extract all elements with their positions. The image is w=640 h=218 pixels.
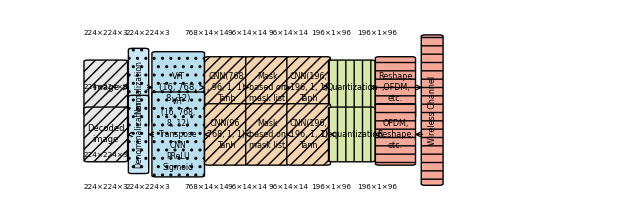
FancyBboxPatch shape (205, 104, 248, 165)
Text: 196×1×96: 196×1×96 (358, 30, 397, 36)
Text: 96×14×14: 96×14×14 (268, 184, 308, 190)
Text: ViT
(16, 768,
8, 12): ViT (16, 768, 8, 12) (159, 72, 197, 103)
FancyBboxPatch shape (421, 35, 443, 185)
Text: 96×14×14: 96×14×14 (228, 30, 268, 36)
FancyBboxPatch shape (376, 57, 415, 118)
Text: Wireless Channel: Wireless Channel (428, 75, 436, 145)
Text: 768×14×14: 768×14×14 (184, 30, 228, 36)
Text: Dequantization: Dequantization (321, 130, 383, 139)
Text: Mask
based on
mask list: Mask based on mask list (249, 119, 286, 150)
Text: Quantization: Quantization (326, 83, 378, 92)
Text: 96×14×14: 96×14×14 (268, 30, 308, 36)
Text: Decoded
image: Decoded image (87, 124, 125, 145)
FancyBboxPatch shape (84, 60, 127, 115)
FancyBboxPatch shape (152, 92, 205, 177)
FancyBboxPatch shape (376, 104, 415, 165)
FancyBboxPatch shape (287, 104, 330, 165)
Text: 224×224×3: 224×224×3 (84, 84, 129, 90)
FancyBboxPatch shape (287, 57, 330, 118)
Text: 768×14×14: 768×14×14 (184, 184, 228, 190)
FancyBboxPatch shape (328, 107, 375, 162)
Text: 96×14×14: 96×14×14 (228, 184, 268, 190)
FancyBboxPatch shape (84, 107, 127, 162)
Text: 224×224×3: 224×224×3 (84, 152, 129, 158)
Text: OFDM,
Reshape,
etc.: OFDM, Reshape, etc. (377, 119, 414, 150)
Text: 196×1×96: 196×1×96 (311, 184, 351, 190)
Text: Reshape
,OFDM,
etc.: Reshape ,OFDM, etc. (378, 72, 413, 103)
Text: 196×1×96: 196×1×96 (311, 30, 351, 36)
Text: Denominalization: Denominalization (134, 101, 143, 168)
FancyBboxPatch shape (152, 52, 205, 123)
Text: 224×224×3: 224×224×3 (125, 184, 170, 190)
Text: Mask
based on
mask list: Mask based on mask list (249, 72, 286, 103)
FancyBboxPatch shape (129, 48, 148, 126)
Text: CNN(768
, 96, 1, 1)
Tanh: CNN(768 , 96, 1, 1) Tanh (207, 72, 245, 103)
FancyBboxPatch shape (246, 104, 289, 165)
Text: CNN(96,
768, 1, 1)
Tanh: CNN(96, 768, 1, 1) Tanh (207, 119, 245, 150)
FancyBboxPatch shape (246, 57, 289, 118)
Text: Image: Image (92, 83, 119, 92)
FancyBboxPatch shape (129, 95, 148, 174)
Text: ViT
(16, 768,
8, 12)
Transpose
CNN
PReLU
Sigmoid: ViT (16, 768, 8, 12) Transpose CNN PReLU… (159, 97, 198, 172)
Text: 224×224×3: 224×224×3 (83, 30, 128, 36)
Text: 224×224×3: 224×224×3 (125, 30, 170, 36)
Text: 224×224×3: 224×224×3 (83, 184, 128, 190)
Text: CNN(196,
196, 1, 1)
Tanh: CNN(196, 196, 1, 1) Tanh (290, 119, 328, 150)
Text: Normalization: Normalization (134, 60, 143, 114)
Text: 196×1×96: 196×1×96 (358, 184, 397, 190)
FancyBboxPatch shape (205, 57, 248, 118)
Text: CNN(196,
196, 1, 1)
Tanh: CNN(196, 196, 1, 1) Tanh (290, 72, 328, 103)
FancyBboxPatch shape (328, 60, 375, 115)
